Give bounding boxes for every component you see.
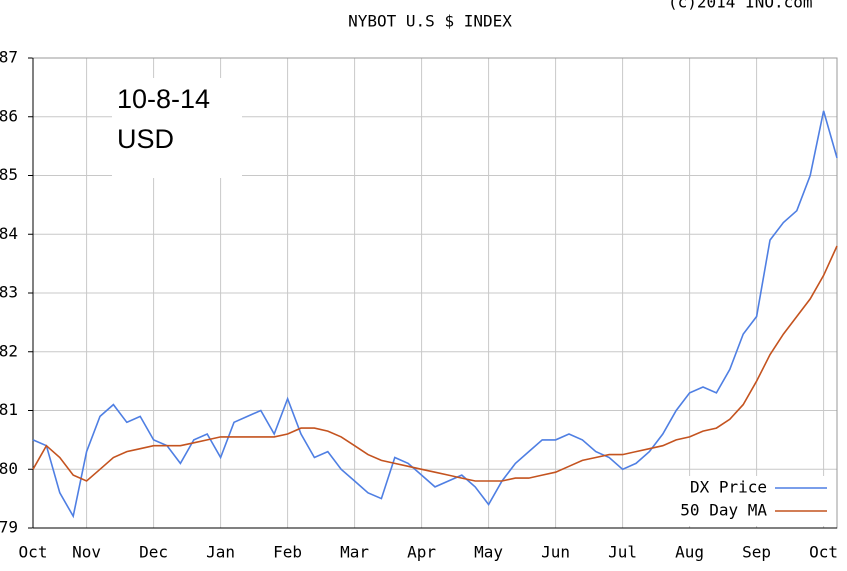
legend-label: 50 Day MA [680,501,767,520]
y-tick-label: 83 [0,283,18,302]
legend-bg [645,476,835,526]
y-tick-label: 84 [0,224,18,243]
x-tick-label: Jun [541,543,570,562]
x-tick-label: Jul [608,543,637,562]
x-tick-label: Mar [340,543,369,562]
y-tick-label: 80 [0,459,18,478]
y-tick-label: 79 [0,518,18,537]
x-tick-label: May [474,543,503,562]
annotation: 10-8-14 [117,84,210,114]
x-tick-label: Aug [675,543,704,562]
series-line [32,245,838,482]
x-tick-label: Nov [72,543,101,562]
x-tick-label: Apr [407,543,436,562]
chart-title: NYBOT U.S $ INDEX [348,12,512,31]
x-tick-label: Feb [273,543,302,562]
x-tick-label: Jan [206,543,235,562]
y-tick-label: 86 [0,106,18,125]
x-tick-label: Oct [809,543,838,562]
x-tick-label: Sep [742,543,771,562]
y-tick-label: 81 [0,400,18,419]
credit: (c)2014 INO.com [668,0,813,12]
x-tick-label: Dec [139,543,168,562]
y-tick-label: 82 [0,341,18,360]
legend-label: DX Price [690,478,767,497]
x-tick-label: Oct [19,543,48,562]
y-tick-label: 85 [0,165,18,184]
annotation-bg [112,78,242,178]
annotation: USD [117,124,174,154]
y-tick-label: 87 [0,48,18,67]
